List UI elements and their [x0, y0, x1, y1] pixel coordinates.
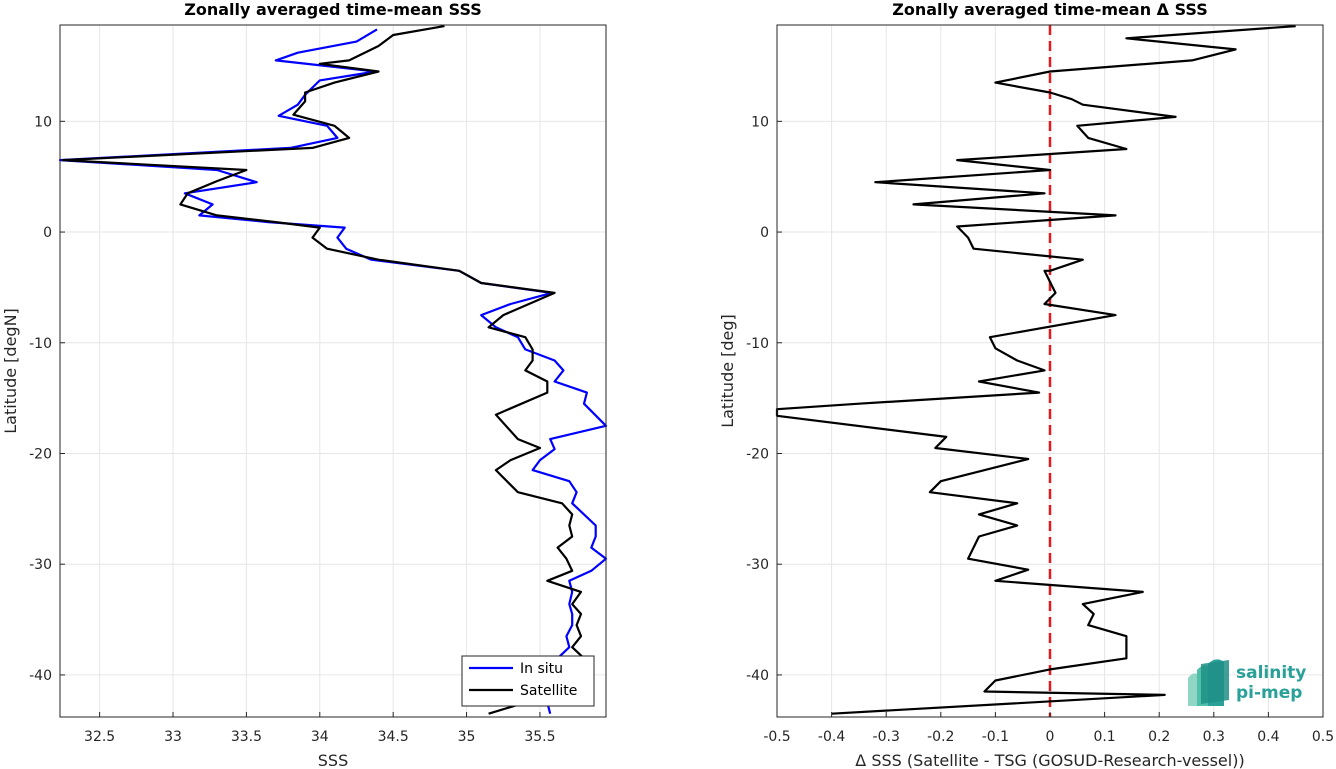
legend: In situ Satellite: [461, 655, 595, 707]
x-tick-label: 35: [458, 729, 476, 745]
legend-box: [461, 655, 595, 707]
series-line-satellite: [61, 25, 589, 715]
left-plot-area: [60, 25, 606, 717]
left-x-axis-label: SSS: [318, 751, 348, 769]
x-tick-label: 34: [311, 729, 329, 745]
x-tick-label: 0.2: [1148, 729, 1170, 745]
logo-line-1: salinity: [1236, 663, 1306, 683]
legend-satellite-label: Satellite: [520, 683, 577, 699]
right-chart-title: Zonally averaged time-mean Δ SSS: [892, 0, 1208, 19]
y-tick-label: 0: [43, 225, 52, 241]
legend-in-situ-label: In situ: [520, 661, 563, 677]
x-tick-label: 33: [164, 729, 182, 745]
right-x-ticks: -0.5 -0.4 -0.3 -0.2 -0.1 0 0.1 0.2 0.3 0.4 0.5: [763, 712, 1334, 745]
x-tick-label: 0.5: [1312, 729, 1334, 745]
x-tick-label: 0.4: [1257, 729, 1279, 745]
x-tick-label: -0.3: [873, 729, 900, 745]
y-tick-label: -10: [746, 336, 769, 352]
left-chart-title: Zonally averaged time-mean SSS: [184, 0, 482, 19]
left-panel: 32.5 33 33.5 34 34.5 35 35.5 -40 -30 -20 -10 0 10 Z…: [1, 0, 608, 769]
y-tick-label: -30: [746, 557, 769, 573]
right-grid: [777, 25, 1323, 717]
x-tick-label: -0.2: [927, 729, 954, 745]
x-tick-label: 0.1: [1093, 729, 1115, 745]
y-tick-label: -20: [746, 446, 769, 462]
y-tick-label: 10: [751, 114, 769, 130]
x-tick-label: 34.5: [378, 729, 409, 745]
left-axes-box: [59, 24, 607, 718]
right-y-ticks: -40 -30 -20 -10 0 10: [746, 114, 782, 684]
right-panel: -0.5 -0.4 -0.3 -0.2 -0.1 0 0.1 0.2 0.3 0.4 0.5 -40…: [718, 0, 1334, 769]
x-tick-label: -0.1: [982, 729, 1009, 745]
x-tick-label: 33.5: [231, 729, 262, 745]
x-tick-label: 32.5: [84, 729, 115, 745]
series-line-in-situ: [58, 28, 608, 714]
left-grid: [60, 25, 606, 717]
x-tick-label: -0.5: [763, 729, 790, 745]
x-tick-label: -0.4: [818, 729, 845, 745]
y-tick-label: -10: [29, 336, 52, 352]
y-tick-label: 0: [760, 225, 769, 241]
y-tick-label: -40: [29, 668, 52, 684]
y-tick-label: -20: [29, 446, 52, 462]
left-y-axis-label: Latitude [degN]: [1, 308, 20, 434]
y-tick-label: 10: [34, 114, 52, 130]
left-series: [58, 25, 608, 715]
x-tick-label: 35.5: [524, 729, 555, 745]
series-line-delta-sss: [775, 25, 1296, 715]
x-tick-label: 0: [1046, 729, 1055, 745]
left-x-ticks: 32.5 33 33.5 34 34.5 35 35.5: [84, 712, 556, 745]
y-tick-label: -30: [29, 557, 52, 573]
logo-line-2: pi-mep: [1236, 683, 1302, 703]
right-x-axis-label: Δ SSS (Satellite - TSG (GOSUD-Research-v…: [855, 751, 1244, 769]
left-y-ticks: -40 -30 -20 -10 0 10: [29, 114, 65, 684]
salinity-pi-mep-logo: salinity pi-mep: [1188, 659, 1306, 706]
x-tick-label: 0.3: [1203, 729, 1225, 745]
right-y-axis-label: Latitude [deg]: [718, 314, 737, 428]
waves-icon: [1188, 659, 1229, 706]
right-series: [775, 25, 1296, 715]
y-tick-label: -40: [746, 668, 769, 684]
